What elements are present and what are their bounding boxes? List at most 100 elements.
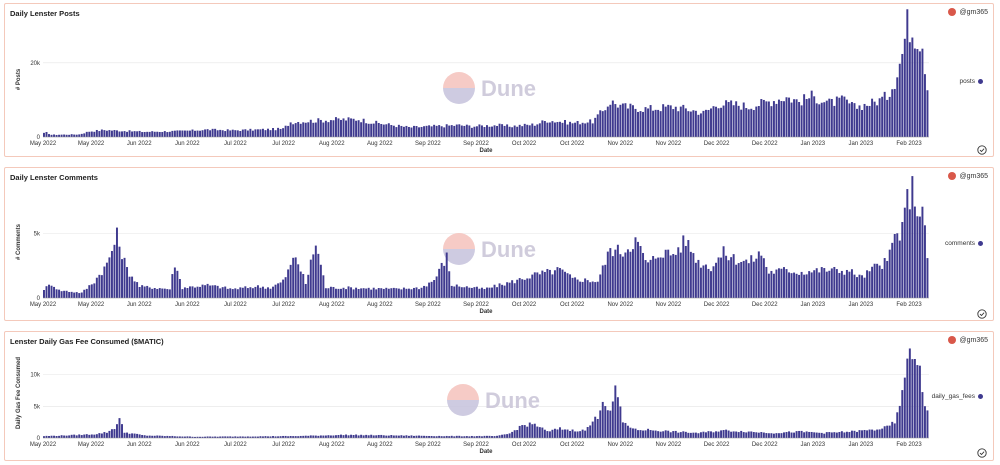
x-tick-label: Nov 2022 [656, 141, 682, 147]
bar [420, 287, 423, 298]
check-circle-icon[interactable] [977, 448, 987, 458]
bar [707, 109, 710, 137]
bar [667, 430, 670, 438]
bar [317, 118, 320, 137]
bar [820, 102, 823, 137]
bar [891, 89, 894, 137]
bar [214, 285, 217, 298]
owner-badge[interactable]: @gm365 [948, 336, 988, 344]
bar [355, 434, 358, 438]
bar [443, 127, 446, 137]
bar [908, 209, 911, 298]
bar [483, 289, 486, 298]
bar [538, 274, 541, 298]
bar [435, 436, 438, 438]
bar [576, 121, 579, 137]
bar [911, 176, 914, 298]
bar [201, 130, 204, 137]
bar [664, 249, 667, 298]
bar [913, 359, 916, 438]
bar [400, 289, 403, 298]
bar [153, 435, 156, 438]
bar [402, 435, 405, 438]
y-tick-label: 20k [30, 61, 41, 67]
bar [100, 129, 103, 137]
bar [835, 432, 838, 438]
bar [126, 432, 129, 438]
bar [848, 103, 851, 137]
bar [896, 77, 899, 137]
bar [231, 436, 234, 438]
bar [224, 286, 227, 298]
check-circle-icon[interactable] [977, 145, 987, 155]
bar [828, 270, 831, 298]
bar [204, 129, 207, 137]
bar [493, 436, 496, 438]
bar [68, 291, 71, 298]
bar [75, 134, 78, 137]
bar [657, 431, 660, 438]
bar [400, 125, 403, 137]
bar [717, 431, 720, 438]
bar [387, 288, 390, 298]
bar [911, 37, 914, 137]
bar [181, 130, 184, 137]
bar [853, 103, 856, 137]
owner-badge[interactable]: @gm365 [948, 8, 988, 16]
bar [518, 425, 521, 438]
check-circle-icon[interactable] [977, 309, 987, 319]
bar [518, 124, 521, 137]
bar [234, 288, 237, 298]
legend[interactable]: daily_gas_fees [932, 393, 983, 400]
bar [810, 272, 813, 298]
bar [173, 436, 176, 438]
bar [362, 288, 365, 298]
bar [166, 289, 169, 298]
bar [425, 286, 428, 298]
bar [619, 254, 622, 298]
bar [591, 123, 594, 137]
bar [425, 435, 428, 438]
bar [584, 123, 587, 137]
bar [564, 271, 566, 298]
bar [659, 111, 662, 137]
bar [601, 111, 604, 137]
x-tick-label: Aug 2022 [319, 302, 345, 308]
bar [53, 286, 56, 298]
bar [465, 124, 468, 137]
bar [45, 131, 48, 137]
bar [699, 432, 702, 438]
bar [43, 132, 45, 137]
bar [299, 123, 302, 137]
bar [115, 227, 118, 298]
bar [541, 427, 544, 438]
bar [272, 128, 275, 137]
legend[interactable]: posts [959, 78, 983, 85]
owner-badge[interactable]: @gm365 [948, 172, 988, 180]
bar [624, 252, 627, 298]
bar [790, 273, 793, 298]
bar [148, 131, 151, 137]
bar [473, 126, 476, 137]
bar [765, 433, 768, 438]
legend[interactable]: comments [945, 240, 983, 247]
bar [823, 102, 826, 137]
bar [785, 432, 788, 438]
bar [382, 288, 385, 298]
bar [216, 436, 219, 438]
bar [626, 249, 629, 298]
bar [146, 131, 149, 137]
bar [637, 430, 639, 438]
bar [511, 127, 514, 137]
bar [355, 287, 358, 298]
bar-chart-comments: 0 5k Dune May 2022 May 2022 Jun 2022 Jun 2022 J… [16, 176, 929, 315]
bar [115, 424, 118, 438]
bar [395, 435, 398, 438]
bar [156, 131, 159, 137]
bar [687, 432, 690, 438]
bar [284, 277, 287, 298]
bar [143, 286, 146, 298]
x-tick-label: Nov 2022 [656, 442, 682, 448]
bar [357, 289, 360, 298]
bar [357, 435, 360, 438]
